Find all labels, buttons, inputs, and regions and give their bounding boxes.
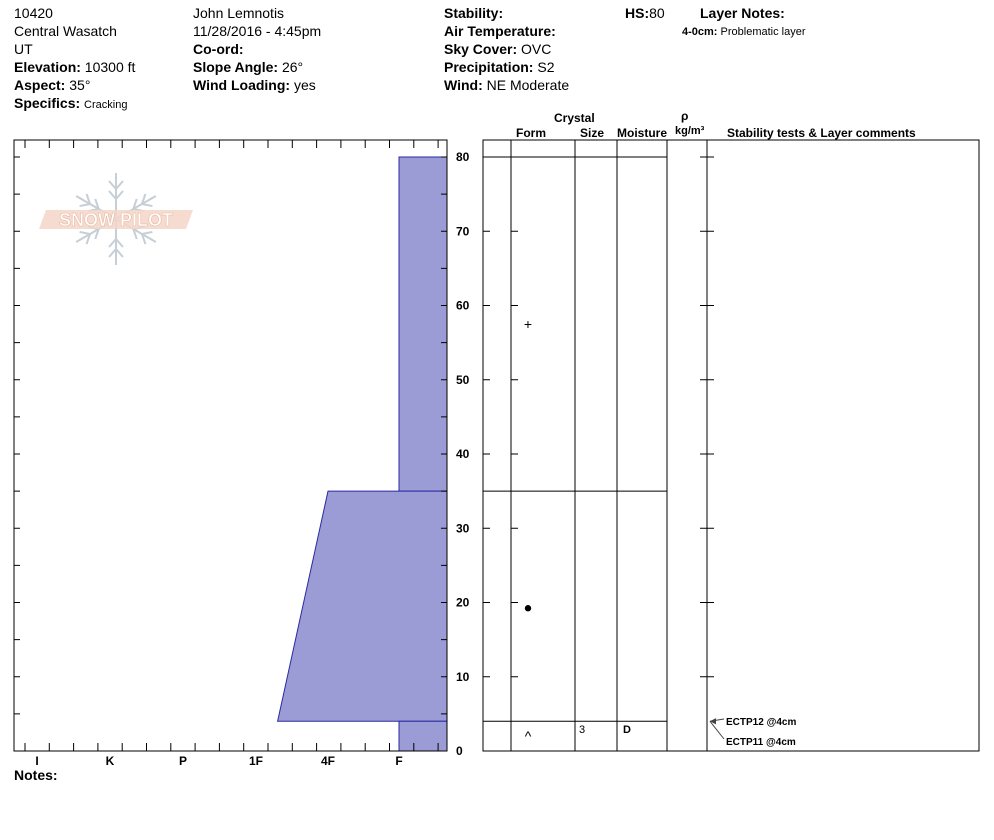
aspect: Aspect: 35°: [14, 77, 90, 93]
y-tick-label: 30: [456, 521, 470, 535]
size-header: Size: [580, 126, 605, 140]
layer-note-range: 4-0cm:: [682, 26, 718, 38]
slope-label: Slope Angle:: [193, 59, 279, 75]
hardness-label-P: P: [179, 754, 187, 768]
snow-height: HS:80: [625, 5, 665, 21]
grain-form-0: +: [524, 316, 532, 332]
wind-label: Wind:: [444, 77, 483, 93]
crystal-header: Crystal: [554, 111, 595, 125]
y-tick-label: 20: [456, 596, 470, 610]
stability-comments-header: Stability tests & Layer comments: [727, 126, 916, 140]
layer-note: 4-0cm: Problematic layer: [682, 24, 806, 40]
site-id: 10420: [14, 5, 53, 21]
y-tick-label: 80: [456, 150, 470, 164]
moisture-value: D: [623, 724, 631, 736]
y-tick-label: 50: [456, 373, 470, 387]
air-temperature: Air Temperature:: [444, 23, 556, 39]
stability-arrow-line: [709, 720, 725, 740]
precip-value: S2: [537, 59, 555, 75]
grain-form-round: [524, 605, 532, 612]
hardness-layer-0: [398, 156, 448, 492]
air-temp-label: Air Temperature:: [444, 23, 556, 39]
hardness-label-K: K: [106, 754, 115, 768]
hs-label: HS:: [625, 5, 650, 21]
sky-label: Sky Cover:: [444, 41, 518, 57]
wind-value: NE Moderate: [486, 77, 570, 93]
hardness-label-F: F: [395, 754, 402, 768]
precip-label: Precipitation:: [444, 59, 534, 75]
sky-value: OVC: [521, 41, 552, 57]
y-tick-label: 10: [456, 670, 470, 684]
slope-angle: Slope Angle: 26°: [193, 59, 303, 75]
layer-notes-label: Layer Notes:: [700, 5, 785, 21]
grain-form-2: ^: [525, 728, 532, 744]
density-unit: kg/m³: [675, 125, 705, 137]
y-tick-label: 40: [456, 447, 470, 461]
stability: Stability:: [444, 5, 503, 21]
specifics-value: Cracking: [84, 99, 128, 111]
layer-note-text: Problematic layer: [720, 26, 806, 38]
state: UT: [14, 41, 33, 57]
hardness-plot-frame: [13, 139, 448, 752]
elevation-label: Elevation:: [14, 59, 81, 75]
wind-loading-value: yes: [293, 77, 316, 93]
precipitation: Precipitation: S2: [444, 59, 554, 75]
hardness-label-4F: 4F: [321, 754, 335, 768]
hardness-label-I: I: [35, 754, 38, 768]
moisture-header: Moisture: [617, 126, 668, 140]
aspect-label: Aspect:: [14, 77, 66, 93]
hardness-label-1F: 1F: [249, 754, 263, 768]
hardness-layer-2: [398, 720, 448, 752]
specifics: Specifics: Cracking: [14, 95, 127, 113]
observer: John Lemnotis: [193, 5, 285, 21]
elevation: Elevation: 10300 ft: [14, 59, 135, 75]
stability-test-1: ECTP11 @4cm: [726, 737, 796, 748]
y-tick-label: 70: [456, 224, 470, 238]
density-symbol: ρ: [681, 109, 689, 123]
hs-value: 80: [649, 5, 665, 21]
coord-label: Co-ord:: [193, 41, 244, 57]
coord: Co-ord:: [193, 41, 244, 57]
notes-label: Notes:: [14, 767, 58, 783]
stability-arrow-head: [710, 718, 716, 725]
stability-test-0: ECTP12 @4cm: [726, 717, 796, 728]
sky-cover: Sky Cover: OVC: [444, 41, 551, 57]
wind-loading: Wind Loading: yes: [193, 77, 316, 93]
wind-loading-label: Wind Loading:: [193, 77, 291, 93]
region: Central Wasatch: [14, 23, 117, 39]
datetime: 11/28/2016 - 4:45pm: [193, 23, 322, 39]
crystal-size: 3: [579, 724, 585, 736]
form-header: Form: [516, 126, 546, 140]
y-tick-label: 60: [456, 299, 470, 313]
stability-label: Stability:: [444, 5, 504, 21]
specifics-label: Specifics:: [14, 95, 81, 111]
wind: Wind: NE Moderate: [444, 77, 569, 93]
aspect-value: 35°: [69, 77, 91, 93]
layer-table-frame: [482, 139, 980, 752]
y-tick-label: 0: [456, 744, 463, 758]
elevation-value: 10300 ft: [84, 59, 136, 75]
slope-value: 26°: [281, 59, 304, 75]
hardness-layer-1: [276, 490, 448, 722]
